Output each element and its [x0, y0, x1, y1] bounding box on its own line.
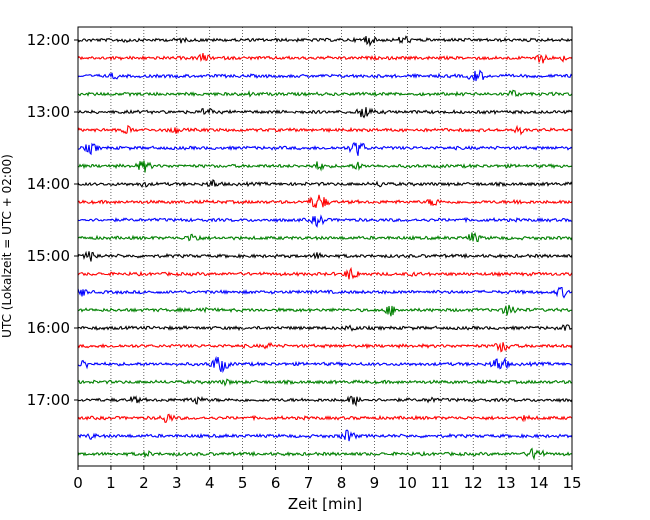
trace-1300 [77, 107, 573, 119]
x-tick-label: 4 [205, 474, 215, 492]
x-tick-label: 7 [304, 474, 314, 492]
trace-1215 [77, 52, 573, 64]
trace-1715 [77, 413, 573, 423]
x-tick-label: 3 [172, 474, 182, 492]
x-tick-label: 10 [398, 474, 417, 492]
y-tick-label: 17:00 [27, 391, 70, 409]
x-tick-label: 9 [370, 474, 380, 492]
grid-lines [110, 27, 540, 466]
x-tick-label: 11 [431, 474, 450, 492]
trace-1515 [77, 266, 573, 280]
trace-1230 [77, 69, 573, 82]
trace-1745 [77, 447, 573, 461]
x-tick-label: 1 [106, 474, 116, 492]
trace-1415 [77, 194, 573, 208]
x-tick-label: 8 [337, 474, 347, 492]
x-tick-label: 15 [562, 474, 581, 492]
trace-1430 [77, 214, 573, 228]
x-tick-label: 2 [139, 474, 149, 492]
trace-1315 [77, 124, 573, 136]
trace-1200 [77, 35, 573, 47]
trace-1345 [77, 160, 573, 173]
trace-1245 [77, 89, 573, 98]
y-axis-label: UTC (Lokalzeit = UTC + 02:00) [0, 154, 14, 338]
x-tick-label: 13 [497, 474, 516, 492]
x-tick-label: 0 [73, 474, 83, 492]
trace-1545 [77, 304, 573, 317]
y-tick-label: 13:00 [27, 103, 70, 121]
x-axis-ticks: 0 1 2 3 4 5 6 7 8 9 10 11 12 13 14 15 [73, 466, 582, 492]
y-tick-label: 15:00 [27, 247, 70, 265]
seismogram-traces [77, 35, 573, 461]
x-tick-label: 6 [271, 474, 281, 492]
x-tick-label: 12 [464, 474, 483, 492]
y-tick-label: 14:00 [27, 175, 70, 193]
plot-frame [77, 26, 573, 467]
trace-1530 [77, 286, 573, 299]
trace-1330 [78, 141, 573, 156]
y-tick-label: 12:00 [27, 31, 70, 49]
trace-1445 [77, 232, 573, 243]
trace-1400 [77, 179, 573, 188]
x-tick-label: 14 [530, 474, 549, 492]
trace-1500 [77, 250, 573, 262]
x-axis-label: Zeit [min] [288, 495, 362, 513]
y-axis-ticks: 12:00 13:00 14:00 15:00 16:00 17:00 [27, 31, 78, 409]
trace-1700 [77, 395, 573, 407]
trace-1730 [77, 429, 573, 442]
trace-1630 [77, 355, 573, 374]
trace-1615 [77, 341, 573, 353]
trace-1600 [77, 324, 573, 332]
x-tick-label: 5 [238, 474, 248, 492]
trace-1645 [77, 378, 573, 387]
y-tick-label: 16:00 [27, 319, 70, 337]
